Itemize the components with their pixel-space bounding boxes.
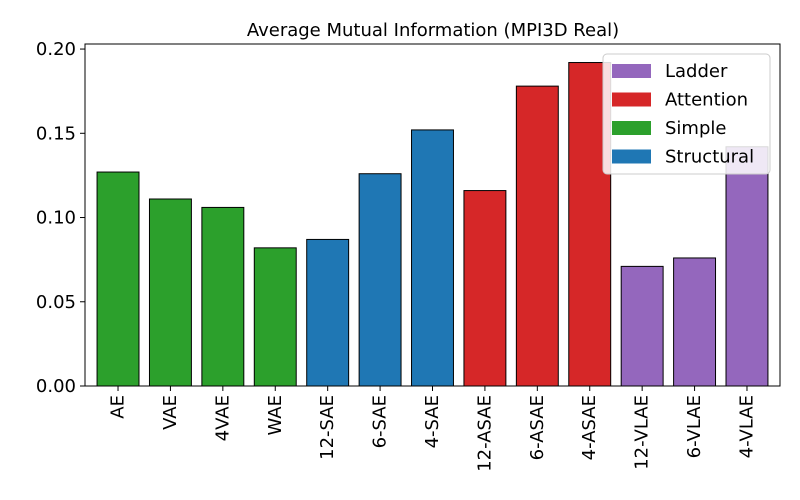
y-axis: 0.00 0.05 0.10 0.15 0.20 xyxy=(36,39,85,397)
bar-wae xyxy=(253,247,297,387)
legend-label: Ladder xyxy=(665,61,728,82)
y-tick-label: 0.15 xyxy=(36,123,76,144)
legend: Ladder Attention Simple Structural xyxy=(602,53,771,175)
x-tick-label: VAE xyxy=(160,395,181,430)
x-tick-label: 12-VLAE xyxy=(632,395,653,470)
bar-6-vlae xyxy=(673,257,717,387)
bar-6-asae xyxy=(515,85,559,387)
chart-title: Average Mutual Information (MPI3D Real) xyxy=(247,20,619,41)
bar-ae xyxy=(96,171,140,387)
legend-swatch xyxy=(612,92,651,107)
legend-label: Structural xyxy=(665,147,754,168)
legend-label: Attention xyxy=(665,90,748,111)
bars-layer xyxy=(96,62,769,387)
x-tick-label: AE xyxy=(108,395,129,419)
legend-label: Simple xyxy=(665,118,726,139)
bar-12-asae xyxy=(463,190,507,387)
y-tick-label: 0.20 xyxy=(36,39,76,60)
legend-swatch xyxy=(612,121,651,135)
x-tick-label: 6-SAE xyxy=(370,395,391,448)
y-tick-label: 0.10 xyxy=(36,208,76,229)
legend-swatch xyxy=(612,149,651,164)
x-axis: AE VAE 4VAE WAE 12-SAE 6-SAE 4-SAE 12-ASAE 6-ASA… xyxy=(108,386,757,472)
x-tick-label: 12-ASAE xyxy=(474,395,495,472)
bar-4vae xyxy=(201,206,245,387)
bar-4-sae xyxy=(411,129,454,387)
x-tick-label: 6-VLAE xyxy=(684,395,705,458)
bar-4-vlae xyxy=(725,146,769,387)
x-tick-label: 4VAE xyxy=(212,395,233,441)
x-tick-label: 4-ASAE xyxy=(579,395,600,460)
y-tick-label: 0.00 xyxy=(36,376,76,397)
y-tick-label: 0.05 xyxy=(36,292,76,313)
x-tick-label: 4-SAE xyxy=(422,395,443,448)
legend-swatch xyxy=(612,64,651,78)
bar-12-vlae xyxy=(620,265,664,387)
x-tick-label: 6-ASAE xyxy=(527,395,548,460)
x-tick-label: 12-SAE xyxy=(317,395,338,460)
x-tick-label: 4-VLAE xyxy=(736,395,757,458)
legend-frame xyxy=(602,53,771,175)
x-tick-label: WAE xyxy=(265,395,286,436)
bar-6-sae xyxy=(358,173,402,387)
bar-12-sae xyxy=(306,238,350,387)
bar-vae xyxy=(148,198,192,387)
